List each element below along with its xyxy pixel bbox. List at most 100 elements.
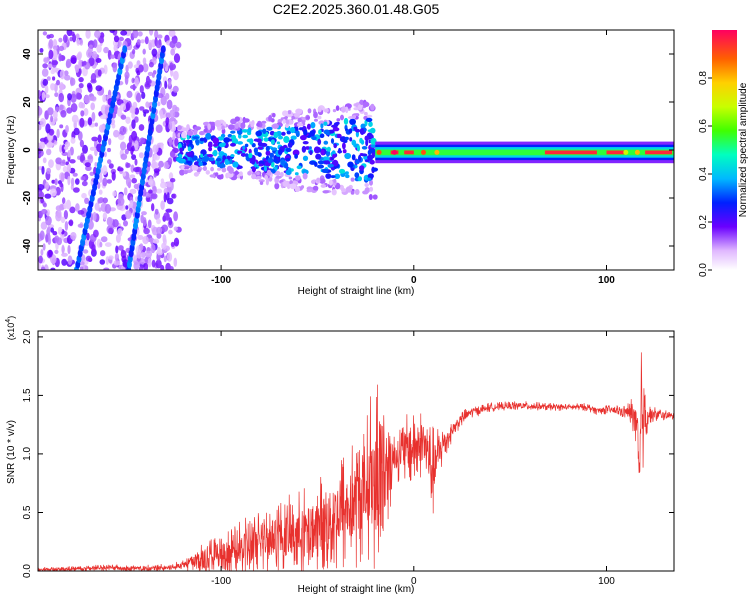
scatter-blob [330, 138, 335, 144]
scatter-blob [255, 130, 262, 137]
noise-blob [44, 94, 50, 99]
scatter-blob [317, 138, 322, 145]
track-blob [122, 45, 128, 54]
noise-blob [131, 119, 136, 130]
noise-blob [154, 30, 159, 39]
x-tick-label: -100 [211, 275, 231, 286]
noise-blob [48, 142, 54, 148]
scatter-blob [273, 131, 279, 139]
scatter-blob [295, 108, 303, 115]
noise-blob [68, 220, 74, 226]
noise-blob [139, 265, 144, 270]
colorbar-tick-label: 0.4 [698, 167, 709, 181]
noise-blob [40, 266, 46, 270]
line-spot [634, 149, 640, 155]
noise-blob [39, 137, 47, 143]
noise-blob [164, 80, 168, 90]
noise-blob [107, 159, 112, 165]
scatter-blob [328, 179, 333, 186]
noise-blob [70, 57, 77, 64]
noise-blob [50, 115, 54, 123]
scatter-blob [355, 128, 361, 133]
noise-blob [162, 234, 167, 243]
scatter-blob [351, 139, 357, 146]
scatter-blob [359, 165, 365, 171]
scatter-blob [302, 172, 308, 180]
noise-blob [152, 185, 157, 195]
noise-blob [118, 36, 124, 42]
noise-blob [42, 157, 47, 164]
noise-blob [157, 101, 161, 107]
scatter-blob [364, 135, 370, 141]
noise-blob [84, 162, 91, 168]
noise-blob [166, 99, 173, 110]
noise-blob [78, 77, 84, 83]
scatter-blob [242, 134, 249, 139]
scatter-blob [312, 185, 319, 191]
noise-blob [69, 159, 76, 164]
noise-blob [91, 136, 98, 142]
scatter-blob [228, 124, 235, 130]
y-tick-label: 0 [22, 147, 33, 153]
scatter-blob [306, 189, 313, 193]
scatter-blob [320, 149, 325, 156]
scatter-blob [302, 141, 309, 145]
scatter-blob [316, 177, 321, 182]
line-peak [404, 150, 414, 155]
noise-blob [117, 107, 122, 117]
noise-blob [78, 68, 82, 75]
noise-blob [111, 171, 116, 181]
scatter-blob [183, 170, 188, 175]
scatter-blob [370, 144, 377, 148]
scatter-blob [321, 168, 329, 173]
noise-blob [140, 39, 145, 44]
scatter-blob [305, 146, 311, 150]
scatter-blob [293, 130, 300, 134]
scatter-blob [178, 154, 183, 158]
noise-blob [125, 116, 131, 125]
spectrogram-ticks: -100 0 100 -40 -20 0 20 40 [22, 30, 674, 286]
noise-blob [38, 261, 41, 270]
noise-blob [102, 177, 108, 187]
scatter-blob [212, 137, 219, 145]
scatter-blob [205, 132, 212, 140]
colorbar: 0.0 0.2 0.4 0.6 0.8 Normalized spectral ampl… [698, 30, 749, 277]
scatter-blob [276, 141, 281, 145]
noise-blob [170, 178, 176, 183]
noise-blob [59, 82, 64, 91]
noise-blob [70, 177, 75, 187]
scatter-blob [270, 147, 278, 151]
snr-series-line [38, 352, 674, 571]
noise-blob [122, 171, 127, 177]
scatter-blob [186, 152, 192, 156]
scatter-blob [365, 114, 373, 118]
scatter-blob [283, 136, 290, 143]
scatter-blob [359, 128, 365, 136]
noise-blob [139, 106, 145, 111]
scatter-blob [351, 154, 356, 161]
noise-blob [93, 229, 99, 238]
noise-blob [83, 60, 87, 66]
noise-blob [94, 122, 98, 127]
noise-blob [117, 167, 124, 172]
noise-blob [69, 146, 74, 156]
noise-blob [79, 117, 85, 128]
noise-blob [168, 172, 174, 180]
colorbar-ticks: 0.0 0.2 0.4 0.6 0.8 [698, 71, 712, 277]
scatter-blob [370, 137, 377, 145]
noise-blob [61, 252, 68, 257]
scatter-blob [325, 173, 332, 179]
scatter-blob [285, 157, 291, 162]
scatter-blob [335, 121, 340, 125]
noise-blob [45, 181, 49, 190]
noise-blob [61, 258, 68, 266]
scatter-blob [232, 161, 239, 168]
noise-blob [143, 262, 149, 270]
scatter-blob [311, 179, 316, 184]
noise-blob [77, 223, 84, 228]
noise-blob [131, 177, 137, 184]
scatter-blob [301, 145, 307, 153]
scatter-blob [348, 128, 353, 134]
scatter-blob [282, 119, 287, 124]
